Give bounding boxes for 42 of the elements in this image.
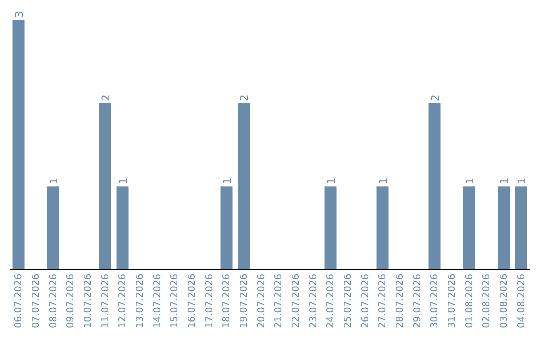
x-tick-label: 11.07.2026 [100, 274, 112, 328]
data-label: 1 [499, 178, 512, 185]
x-tick-label: 16.07.2026 [187, 274, 198, 328]
x-tick-label: 28.07.2026 [395, 274, 406, 328]
x-tick-label: 03.08.2026 [499, 274, 510, 328]
data-label: 1 [516, 178, 528, 185]
x-tick-label: 12.07.2026 [118, 274, 129, 328]
x-tick-label: 02.08.2026 [482, 274, 493, 328]
x-tick-label: 26.07.2026 [360, 274, 372, 328]
x-tick-label: 29.07.2026 [412, 274, 424, 328]
x-tick-label: 09.07.2026 [66, 274, 77, 328]
data-label: 3 [14, 11, 26, 18]
data-label: 1 [48, 178, 60, 185]
data-label: 1 [118, 178, 130, 185]
x-tick-label: 15.07.2026 [170, 274, 181, 328]
x-tick-label: 08.07.2026 [48, 274, 60, 328]
data-label: 2 [239, 94, 252, 102]
x-tick-label: 27.07.2026 [378, 274, 389, 328]
x-tick-label: 31.07.2026 [447, 274, 458, 328]
x-tick-label: 25.07.2026 [343, 274, 354, 328]
x-tick-label: 21.07.2026 [274, 274, 285, 328]
data-label: 2 [100, 94, 112, 102]
x-tick-label: 19.07.2026 [239, 274, 250, 328]
x-tick-label: 01.08.2026 [464, 274, 476, 328]
data-label: 1 [464, 178, 476, 185]
x-tick-label: 20.07.2026 [256, 274, 268, 328]
x-tick-label: 17.07.2026 [204, 274, 216, 328]
x-tick-label: 07.07.2026 [31, 274, 42, 328]
data-label: 1 [378, 178, 390, 185]
x-tick-label: 10.07.2026 [83, 274, 94, 328]
data-label: 1 [326, 178, 338, 185]
x-tick-label: 06.07.2026 [14, 274, 25, 328]
x-tick-label: 30.07.2026 [430, 274, 441, 328]
x-tick-label: 22.07.2026 [291, 274, 302, 328]
x-tick-label: 23.07.2026 [308, 274, 320, 328]
x-tick-label: 18.07.2026 [222, 274, 233, 328]
x-tick-label: 13.07.2026 [135, 274, 146, 328]
data-label: 1 [222, 178, 234, 185]
x-tick-label: 04.08.2026 [516, 274, 528, 328]
x-tick-label: 24.07.2026 [326, 274, 337, 328]
x-tick-label: 14.07.2026 [152, 274, 164, 328]
data-label: 2 [430, 94, 442, 102]
